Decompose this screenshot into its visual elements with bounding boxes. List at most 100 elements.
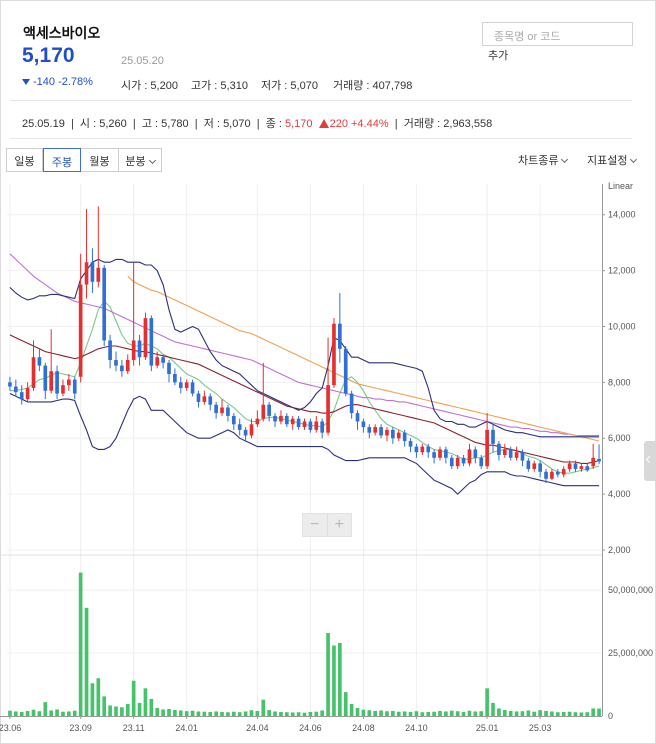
volume-bar — [19, 711, 24, 716]
zoom-in-button[interactable]: + — [334, 516, 344, 533]
y-tick-label: 2,000 — [608, 545, 631, 555]
volume-bar — [273, 711, 277, 716]
volume-bar — [314, 711, 319, 716]
candle-body — [302, 421, 307, 428]
candle-body — [220, 407, 224, 414]
volume-bar — [267, 709, 271, 716]
candle-body — [332, 323, 336, 386]
candle-body — [520, 452, 525, 461]
x-tick-label: 23.09 — [69, 723, 92, 733]
chevron-left-icon — [645, 455, 654, 464]
candle-body — [137, 340, 142, 358]
volume-bar — [14, 711, 18, 716]
volume-bar — [367, 710, 372, 716]
candle-body — [61, 385, 65, 394]
candle-body — [420, 446, 425, 453]
candle-body — [479, 457, 484, 467]
volume-bar — [102, 696, 107, 716]
volume-bar — [37, 711, 42, 716]
volume-bar — [285, 712, 289, 716]
ma-mid-line — [9, 334, 600, 464]
candle-body — [526, 460, 531, 469]
up-triangle-icon — [318, 119, 329, 128]
candle-body — [497, 443, 501, 456]
high-price: 고가 : 5,310 — [191, 80, 248, 92]
volume-bar — [290, 712, 295, 716]
volume-bar — [55, 709, 59, 716]
indicator-settings-dropdown[interactable]: 지표설정 — [587, 152, 638, 168]
tab-minute[interactable]: 분봉 — [119, 149, 161, 171]
volume-bar — [72, 710, 77, 716]
candle-body — [444, 449, 448, 458]
zoom-out-button[interactable]: − — [303, 514, 328, 536]
summary-date: 25.05.19 — [22, 118, 65, 130]
chart-type-dropdown[interactable]: 차트종류 — [518, 152, 569, 168]
volume-bar — [408, 711, 413, 716]
volume-bar — [332, 645, 336, 716]
candle-body — [55, 371, 59, 394]
candle-body — [231, 415, 236, 425]
volume-tick-label: 0 — [608, 711, 613, 721]
candle-body — [78, 284, 83, 377]
volume-bar — [249, 710, 254, 716]
volume-bar — [84, 607, 89, 716]
tab-daily[interactable]: 일봉 — [7, 149, 43, 171]
y-tick-label: 14,000 — [608, 210, 636, 220]
candle-body — [131, 340, 136, 361]
candle-body — [349, 393, 354, 414]
volume-bar — [131, 680, 136, 716]
candle-body — [338, 323, 342, 349]
candle-body — [14, 386, 18, 393]
candle-body — [550, 471, 554, 479]
volume-bar — [90, 683, 95, 716]
x-tick-label: 24.10 — [405, 723, 428, 733]
volume-bar — [449, 710, 454, 716]
volume-bar — [373, 710, 378, 716]
volume-bar — [67, 711, 71, 716]
candle-body — [267, 404, 271, 416]
volume-bar — [78, 572, 83, 716]
candle-body — [161, 357, 165, 363]
candle-body — [184, 382, 189, 388]
candle-body — [190, 382, 195, 394]
candle-body — [567, 463, 572, 469]
candle-body — [308, 421, 313, 430]
volume-bar — [491, 702, 495, 716]
volume-bar — [585, 712, 590, 716]
search-input[interactable]: 종목명 or 코드 — [482, 22, 633, 46]
volume-bar — [143, 688, 148, 716]
candle-body — [314, 421, 319, 430]
x-tick-label: 24.04 — [246, 723, 269, 733]
y-tick-label: 12,000 — [608, 266, 636, 276]
candle-body — [326, 385, 330, 433]
volume-bar — [161, 709, 165, 716]
y-tick-label: 8,000 — [608, 377, 631, 387]
quote-date: 25.05.20 — [121, 55, 164, 67]
volume-bar — [444, 711, 448, 716]
candle-body — [237, 424, 242, 430]
candle-body — [90, 262, 95, 282]
panel-toggle-handle[interactable] — [644, 441, 656, 481]
volume-bar — [520, 711, 525, 716]
period-tabs: 일봉 주봉 월봉 분봉 — [6, 148, 162, 172]
add-button[interactable]: 추가 — [488, 50, 509, 62]
volume-bar — [526, 710, 531, 716]
tab-monthly[interactable]: 월봉 — [81, 149, 119, 171]
volume-bar — [8, 710, 12, 716]
candle-body — [173, 373, 177, 383]
volume-bar — [190, 710, 195, 716]
candle-body — [379, 427, 383, 436]
x-tick-label: 23.06 — [0, 723, 21, 733]
volume-bar — [349, 703, 354, 716]
tab-weekly[interactable]: 주봉 — [43, 148, 81, 172]
weekly-summary: 25.05.19 | 시 : 5,260 | 고 : 5,780 | 저 : 5… — [22, 118, 493, 130]
volume-bar — [120, 707, 124, 716]
volume-bar — [320, 710, 324, 716]
volume-bar — [420, 712, 425, 716]
volume-bar — [461, 711, 466, 716]
candle-body — [508, 449, 513, 458]
volume-tick-label: 25,000,000 — [608, 648, 653, 658]
summary-close: 5,170 — [284, 118, 313, 130]
volume-bar — [473, 711, 478, 716]
